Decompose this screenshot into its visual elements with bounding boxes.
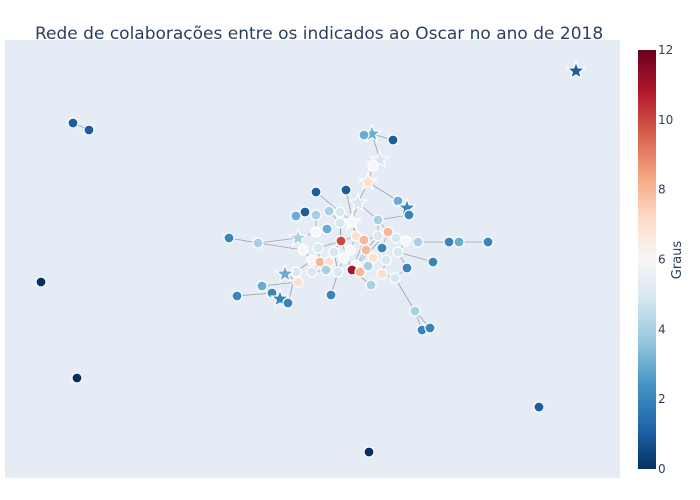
network-node[interactable]: [424, 322, 436, 334]
network-edge: [236, 292, 273, 297]
network-node-star[interactable]: [347, 192, 369, 212]
network-node[interactable]: [367, 160, 379, 172]
network-node[interactable]: [67, 117, 79, 129]
network-node[interactable]: [427, 256, 439, 268]
network-node[interactable]: [453, 236, 465, 248]
network-node[interactable]: [382, 226, 394, 238]
network-node[interactable]: [310, 186, 322, 198]
network-node[interactable]: [335, 235, 347, 247]
network-node[interactable]: [35, 276, 47, 288]
network-node[interactable]: [387, 134, 399, 146]
network-node[interactable]: [334, 206, 346, 218]
network-node[interactable]: [312, 242, 324, 254]
network-node-star[interactable]: [269, 288, 291, 308]
network-node[interactable]: [297, 244, 309, 256]
network-node[interactable]: [482, 236, 494, 248]
network-edge: [315, 191, 353, 223]
network-node[interactable]: [334, 217, 346, 229]
network-node[interactable]: [365, 279, 377, 291]
colorbar-title: Graus: [670, 241, 685, 280]
network-node[interactable]: [340, 184, 352, 196]
colorbar-tick-label: 2: [658, 392, 666, 406]
colorbar-tick-label: 12: [658, 43, 673, 57]
network-node[interactable]: [403, 209, 415, 221]
network-node[interactable]: [344, 244, 356, 256]
colorbar-tick-label: 10: [658, 113, 673, 127]
colorbar-tick-label: 8: [658, 183, 666, 197]
network-node[interactable]: [443, 236, 455, 248]
colorbar-ticks: 0 2 4 6 8 10 12: [658, 43, 673, 476]
network-node[interactable]: [83, 124, 95, 136]
network-edge: [367, 181, 399, 202]
network-node[interactable]: [328, 246, 340, 258]
network-node[interactable]: [332, 266, 344, 278]
network-edge: [257, 242, 304, 251]
colorbar-tick-label: 4: [658, 322, 666, 336]
chart-title: Rede de colaborações entre os indicados …: [35, 24, 604, 44]
network-node[interactable]: [292, 276, 304, 288]
network-node[interactable]: [310, 209, 322, 221]
network-node[interactable]: [360, 244, 372, 256]
network-node-star[interactable]: [369, 149, 391, 169]
network-node[interactable]: [338, 252, 350, 264]
network-edge: [345, 189, 357, 237]
network-node[interactable]: [231, 290, 243, 302]
network-edge: [397, 251, 434, 263]
network-node[interactable]: [354, 266, 366, 278]
network-node[interactable]: [392, 195, 404, 207]
colorbar: [638, 50, 656, 469]
network-node[interactable]: [401, 262, 413, 274]
network-node[interactable]: [367, 252, 379, 264]
network-node[interactable]: [358, 234, 370, 246]
network-node[interactable]: [380, 254, 392, 266]
network-node[interactable]: [306, 266, 318, 278]
network-node[interactable]: [358, 129, 370, 141]
network-node[interactable]: [310, 226, 322, 238]
network-edge: [394, 277, 416, 312]
colorbar-tick-label: 0: [658, 462, 666, 476]
network-node[interactable]: [323, 205, 335, 217]
network-edge: [261, 281, 299, 287]
network-node-star[interactable]: [357, 171, 379, 191]
network-node[interactable]: [390, 232, 402, 244]
network-node[interactable]: [412, 236, 424, 248]
network-node[interactable]: [299, 206, 311, 218]
network-node[interactable]: [325, 289, 337, 301]
network-node[interactable]: [376, 242, 388, 254]
network-node[interactable]: [223, 232, 235, 244]
network-node[interactable]: [400, 235, 412, 247]
network-node[interactable]: [321, 223, 333, 235]
network-node-star[interactable]: [287, 227, 309, 247]
colorbar-tick-label: 6: [658, 253, 666, 267]
network-node[interactable]: [256, 280, 268, 292]
network-node[interactable]: [533, 401, 545, 413]
network-node-star[interactable]: [565, 60, 587, 80]
network-node[interactable]: [392, 246, 404, 258]
network-node[interactable]: [409, 305, 421, 317]
network-node[interactable]: [372, 230, 384, 242]
network-node[interactable]: [389, 272, 401, 284]
network-node[interactable]: [71, 372, 83, 384]
nodes-layer: [35, 60, 587, 458]
network-node[interactable]: [282, 297, 294, 309]
network-edge: [257, 237, 299, 244]
network-node[interactable]: [363, 446, 375, 458]
network-node[interactable]: [252, 237, 264, 249]
network-node[interactable]: [376, 268, 388, 280]
network-node[interactable]: [320, 264, 332, 276]
network-node[interactable]: [372, 214, 384, 226]
network-node-star[interactable]: [341, 211, 363, 231]
network-node[interactable]: [290, 210, 302, 222]
network-node-star[interactable]: [274, 263, 296, 283]
network-node[interactable]: [362, 260, 374, 272]
